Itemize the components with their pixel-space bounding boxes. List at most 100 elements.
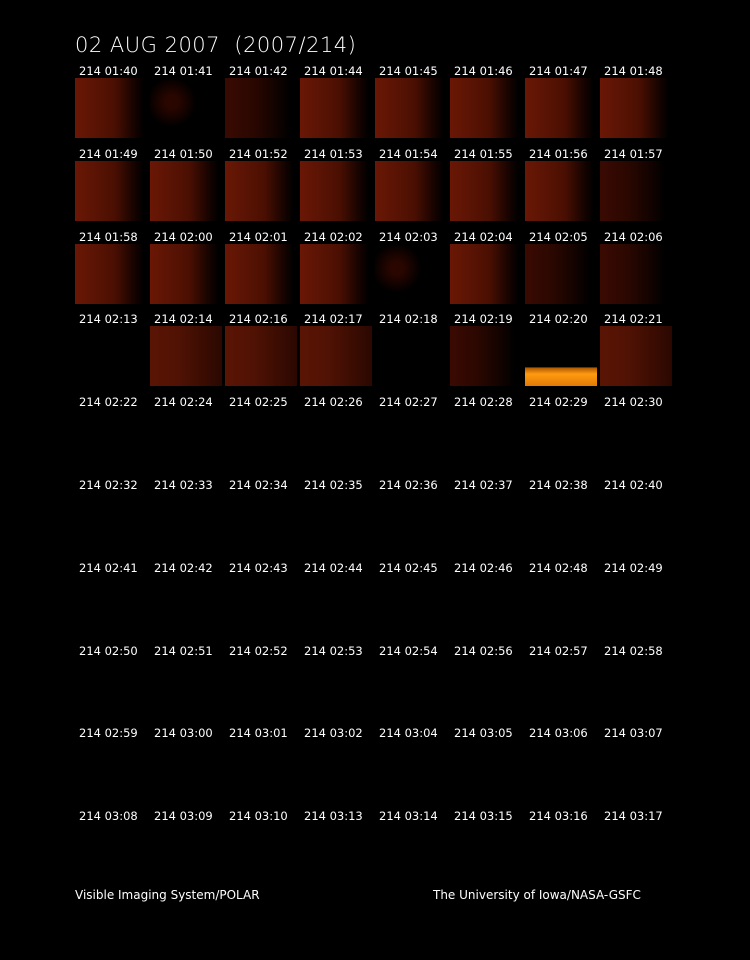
frame-image: [225, 740, 297, 801]
frame-timestamp: 214 03:05: [454, 726, 513, 741]
frame-timestamp: 214 02:44: [304, 560, 363, 575]
frame-cell: 214 01:45: [375, 64, 450, 147]
frame-cell: 214 01:46: [450, 64, 525, 147]
frame-cell: 214 02:57: [525, 644, 600, 727]
frame-image: [600, 326, 672, 387]
frame-cell: 214 02:33: [150, 478, 225, 561]
frame-cell: 214 02:18: [375, 312, 450, 395]
frame-timestamp: 214 01:47: [529, 64, 588, 78]
frame-cell: 214 02:56: [450, 644, 525, 727]
frame-cell: 214 02:36: [375, 478, 450, 561]
frame-cell: 214 02:02: [300, 230, 375, 313]
frame-image: [525, 574, 597, 635]
frame-image: [525, 657, 597, 718]
frame-timestamp: 214 01:56: [529, 146, 588, 161]
frame-image: [600, 243, 672, 304]
frame-image: [225, 160, 297, 221]
frame-image: [450, 492, 522, 552]
frame-cell: 214 01:52: [225, 147, 300, 230]
frame-cell: 214 02:00: [150, 230, 225, 313]
frame-timestamp: 214 02:46: [454, 560, 513, 575]
frame-cell: 214 01:44: [300, 64, 375, 147]
frame-timestamp: 214 02:01: [229, 229, 288, 244]
frame-image: [150, 740, 222, 801]
frame-timestamp: 214 01:57: [604, 146, 663, 161]
frame-image: [75, 740, 147, 801]
frame-timestamp: 214 02:48: [529, 560, 588, 575]
frame-timestamp: 214 02:36: [379, 478, 438, 492]
frame-cell: 214 02:05: [525, 230, 600, 313]
frame-image: [375, 492, 447, 552]
frame-image: [75, 326, 147, 387]
frame-image: [600, 160, 672, 221]
frame-image: [150, 243, 222, 304]
frame-image: [75, 657, 147, 718]
frame-timestamp: 214 02:51: [154, 643, 213, 658]
frame-cell: 214 02:29: [525, 395, 600, 478]
frame-cell: 214 02:48: [525, 561, 600, 644]
frame-timestamp: 214 01:45: [379, 64, 438, 78]
frame-cell: 214 02:22: [75, 395, 150, 478]
frame-image: [75, 492, 147, 552]
frame-timestamp: 214 02:54: [379, 643, 438, 658]
frame-image: [300, 160, 372, 221]
frame-image: [75, 243, 147, 304]
frame-timestamp: 214 02:16: [229, 312, 288, 327]
frame-timestamp: 214 03:13: [304, 809, 363, 824]
frame-cell: 214 01:58: [75, 230, 150, 313]
frame-image: [450, 740, 522, 801]
frame-timestamp: 214 01:58: [79, 229, 138, 244]
frame-cell: 214 01:40: [75, 64, 150, 147]
frame-image: [525, 160, 597, 221]
frame-timestamp: 214 01:46: [454, 64, 513, 78]
frame-image: [450, 78, 522, 138]
frame-cell: 214 03:14: [375, 809, 450, 892]
frame-image: [150, 78, 222, 138]
frame-cell: 214 01:57: [600, 147, 675, 230]
frame-cell: 214 01:50: [150, 147, 225, 230]
frame-cell: 214 02:51: [150, 644, 225, 727]
frame-timestamp: 214 01:55: [454, 146, 513, 161]
frame-timestamp: 214 02:06: [604, 229, 663, 244]
frame-cell: 214 03:04: [375, 726, 450, 809]
frame-image: [525, 326, 597, 387]
frame-image: [600, 492, 672, 552]
frame-image: [75, 160, 147, 221]
frame-cell: 214 03:01: [225, 726, 300, 809]
frame-timestamp: 214 01:53: [304, 146, 363, 161]
frame-cell: 214 01:56: [525, 147, 600, 230]
frame-cell: 214 02:06: [600, 230, 675, 313]
frame-timestamp: 214 02:57: [529, 643, 588, 658]
frame-timestamp: 214 02:58: [604, 643, 663, 658]
frame-image: [150, 409, 222, 470]
frame-cell: 214 02:34: [225, 478, 300, 561]
page-title: 02 AUG 2007 (2007/214): [75, 33, 357, 57]
frame-cell: 214 02:42: [150, 561, 225, 644]
frame-timestamp: 214 01:50: [154, 146, 213, 161]
frame-image: [300, 243, 372, 304]
frame-timestamp: 214 03:17: [604, 809, 663, 824]
frame-timestamp: 214 02:02: [304, 229, 363, 244]
frame-image: [450, 409, 522, 470]
frame-image: [600, 574, 672, 635]
frame-timestamp: 214 02:21: [604, 312, 663, 327]
frame-timestamp: 214 02:00: [154, 229, 213, 244]
frame-image: [450, 574, 522, 635]
frame-image: [300, 78, 372, 138]
frame-image: [525, 740, 597, 801]
frame-cell: 214 03:09: [150, 809, 225, 892]
frame-timestamp: 214 02:25: [229, 395, 288, 410]
frame-image: [225, 574, 297, 635]
frame-image: [375, 243, 447, 304]
frame-cell: 214 02:28: [450, 395, 525, 478]
frame-timestamp: 214 02:33: [154, 478, 213, 492]
frame-timestamp: 214 02:14: [154, 312, 213, 327]
frame-cell: 214 02:26: [300, 395, 375, 478]
frame-timestamp: 214 03:15: [454, 809, 513, 824]
frame-image: [300, 657, 372, 718]
frame-cell: 214 02:01: [225, 230, 300, 313]
frame-timestamp: 214 02:56: [454, 643, 513, 658]
frame-timestamp: 214 03:08: [79, 809, 138, 824]
frame-image: [600, 78, 672, 138]
frame-cell: 214 01:53: [300, 147, 375, 230]
